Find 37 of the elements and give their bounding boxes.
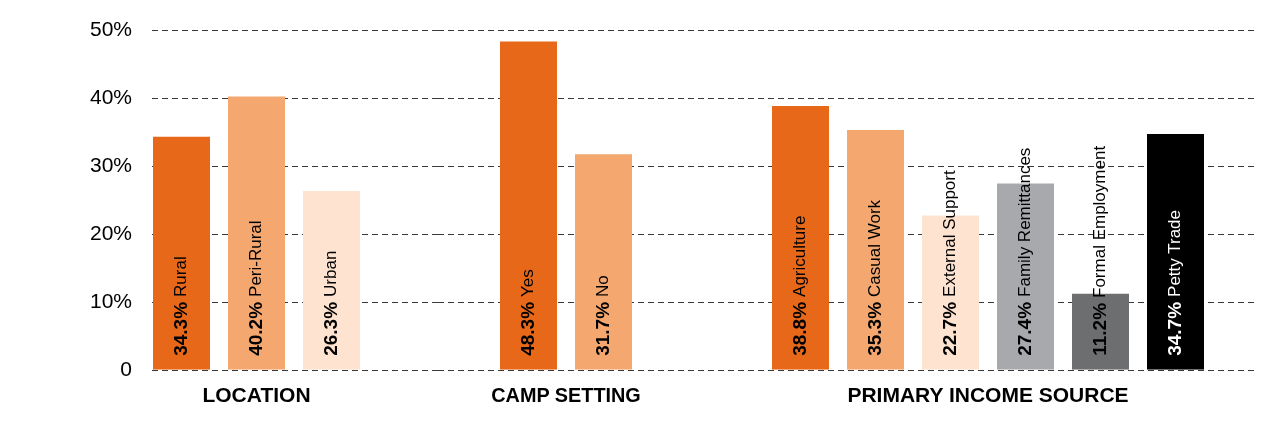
category-label: Peri-Rural [246,220,266,297]
data-label: 34.7% [1163,301,1185,356]
x-axis-title: LOCATION [202,383,311,407]
category-label: Family Remittances [1015,147,1035,297]
bar [1147,133,1204,370]
data-label: 26.3% [319,301,341,356]
data-label: 34.3% [169,301,191,356]
y-tick-label: 0 [120,356,132,380]
x-axis-title: PRIMARY INCOME SOURCE [847,383,1129,407]
data-label: 11.2% [1088,302,1110,356]
bar [847,129,904,370]
category-label: No [593,275,613,297]
y-tick-label: 40% [89,84,132,108]
category-label: Casual Work [865,199,885,297]
category-label: Yes [518,269,538,297]
data-label: 48.3% [516,301,538,356]
bar [153,136,210,370]
category-label: Agriculture [790,215,810,297]
bar [303,191,360,370]
category-label: Petty Trade [1165,209,1185,297]
data-label: 22.7% [938,301,960,356]
data-label: 40.2% [244,301,266,356]
data-label: 31.7% [591,301,613,356]
y-tick-label: 10% [89,288,132,312]
data-label: 38.8% [788,301,810,356]
category-label: External Support [940,170,960,297]
y-tick-label: 30% [89,152,132,176]
data-label: 35.3% [863,301,885,356]
category-label: Urban [321,250,341,297]
y-tick-label: 50% [89,16,132,40]
bar [772,106,829,370]
bar [228,96,285,370]
y-tick-label: 20% [89,220,132,244]
x-axis-title: CAMP SETTING [491,383,641,407]
category-label: Formal Employment [1090,145,1110,298]
category-label: Rural [171,256,191,297]
data-label: 27.4% [1013,301,1035,356]
